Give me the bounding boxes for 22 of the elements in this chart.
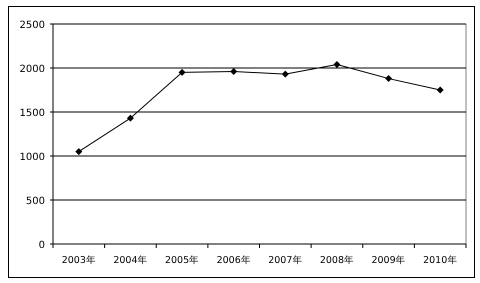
x-tick-label: 2007年 [268, 254, 302, 266]
y-tick-label: 0 [38, 240, 45, 251]
point [230, 68, 238, 76]
y-tick-label: 1500 [20, 108, 45, 119]
y-tick-label: 2500 [20, 20, 45, 31]
point [333, 60, 340, 68]
point [126, 114, 134, 122]
x-tick-label: 2003年 [62, 254, 96, 266]
point [75, 148, 82, 156]
y-tick-label: 2000 [20, 64, 45, 75]
point [385, 75, 392, 82]
x-tick-label: 2005年 [164, 254, 200, 266]
x-tick-label: 2009年 [371, 254, 406, 266]
x-tick-label: 2010年 [423, 254, 458, 266]
point [282, 70, 289, 78]
x-tick-label: 2004年 [113, 254, 148, 266]
y-tick-label: 1000 [20, 152, 45, 163]
x-tick-label: 2006年 [216, 254, 251, 266]
point [436, 86, 444, 94]
y-tick-label: 500 [26, 196, 45, 207]
x-tick-label: 2008年 [320, 254, 354, 266]
point [178, 68, 186, 76]
